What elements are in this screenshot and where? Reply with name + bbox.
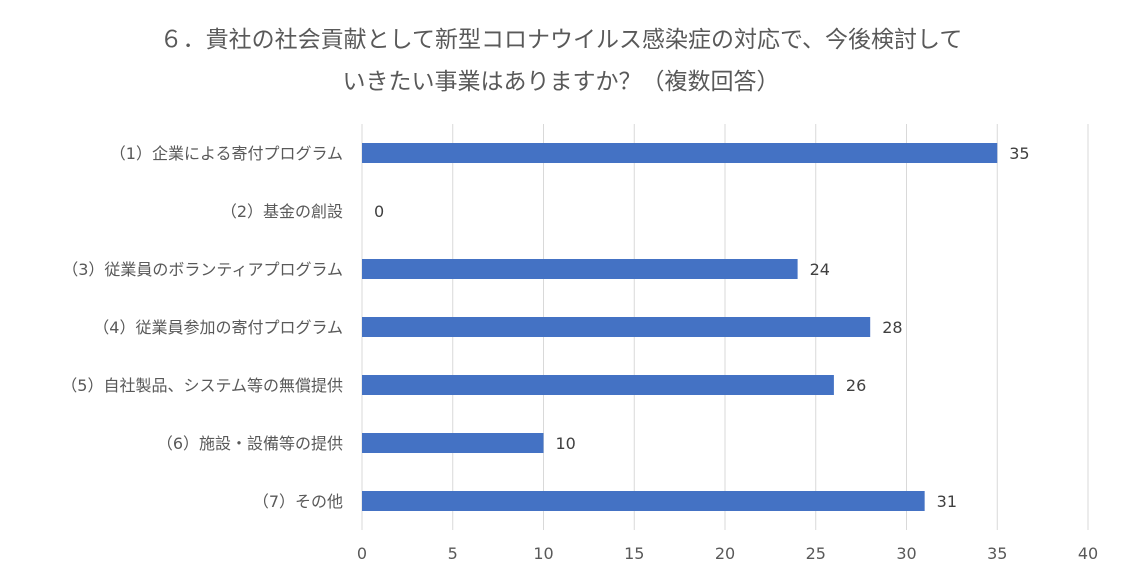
data-label: 28 [882,318,902,337]
x-tick-label: 25 [806,544,826,563]
chart-title-line-2: いきたい事業はありますか？（複数回答） [342,69,780,95]
bar [362,143,998,163]
x-tick-label: 5 [448,544,458,563]
x-tick-label: 0 [357,544,367,563]
data-label: 31 [937,492,957,511]
bar [362,491,925,511]
data-label: 26 [846,376,866,395]
data-label: 10 [556,434,576,453]
category-label: （6）施設・設備等の提供 [157,434,343,453]
category-label: （2）基金の創設 [221,202,343,221]
data-label: 24 [810,260,830,279]
x-tick-label: 20 [715,544,735,563]
bar [362,317,871,337]
x-tick-label: 15 [624,544,644,563]
x-tick-label: 35 [987,544,1007,563]
chart-title-line-1: ６．貴社の社会貢献として新型コロナウイルス感染症の対応で、今後検討して [159,27,963,53]
category-label: （3）従業員のボランティアプログラム [62,260,343,279]
x-tick-label: 40 [1078,544,1098,563]
bar [362,375,834,395]
data-label: 0 [374,202,384,221]
bar [362,433,544,453]
category-label: （5）自社製品、システム等の無償提供 [61,376,343,395]
data-label: 35 [1009,144,1029,163]
bar [362,259,798,279]
x-tick-label: 30 [896,544,916,563]
category-label: （7）その他 [253,492,343,511]
x-tick-label: 10 [533,544,553,563]
category-label: （4）従業員参加の寄付プログラム [93,318,343,337]
category-label: （1）企業による寄付プログラム [110,144,343,163]
